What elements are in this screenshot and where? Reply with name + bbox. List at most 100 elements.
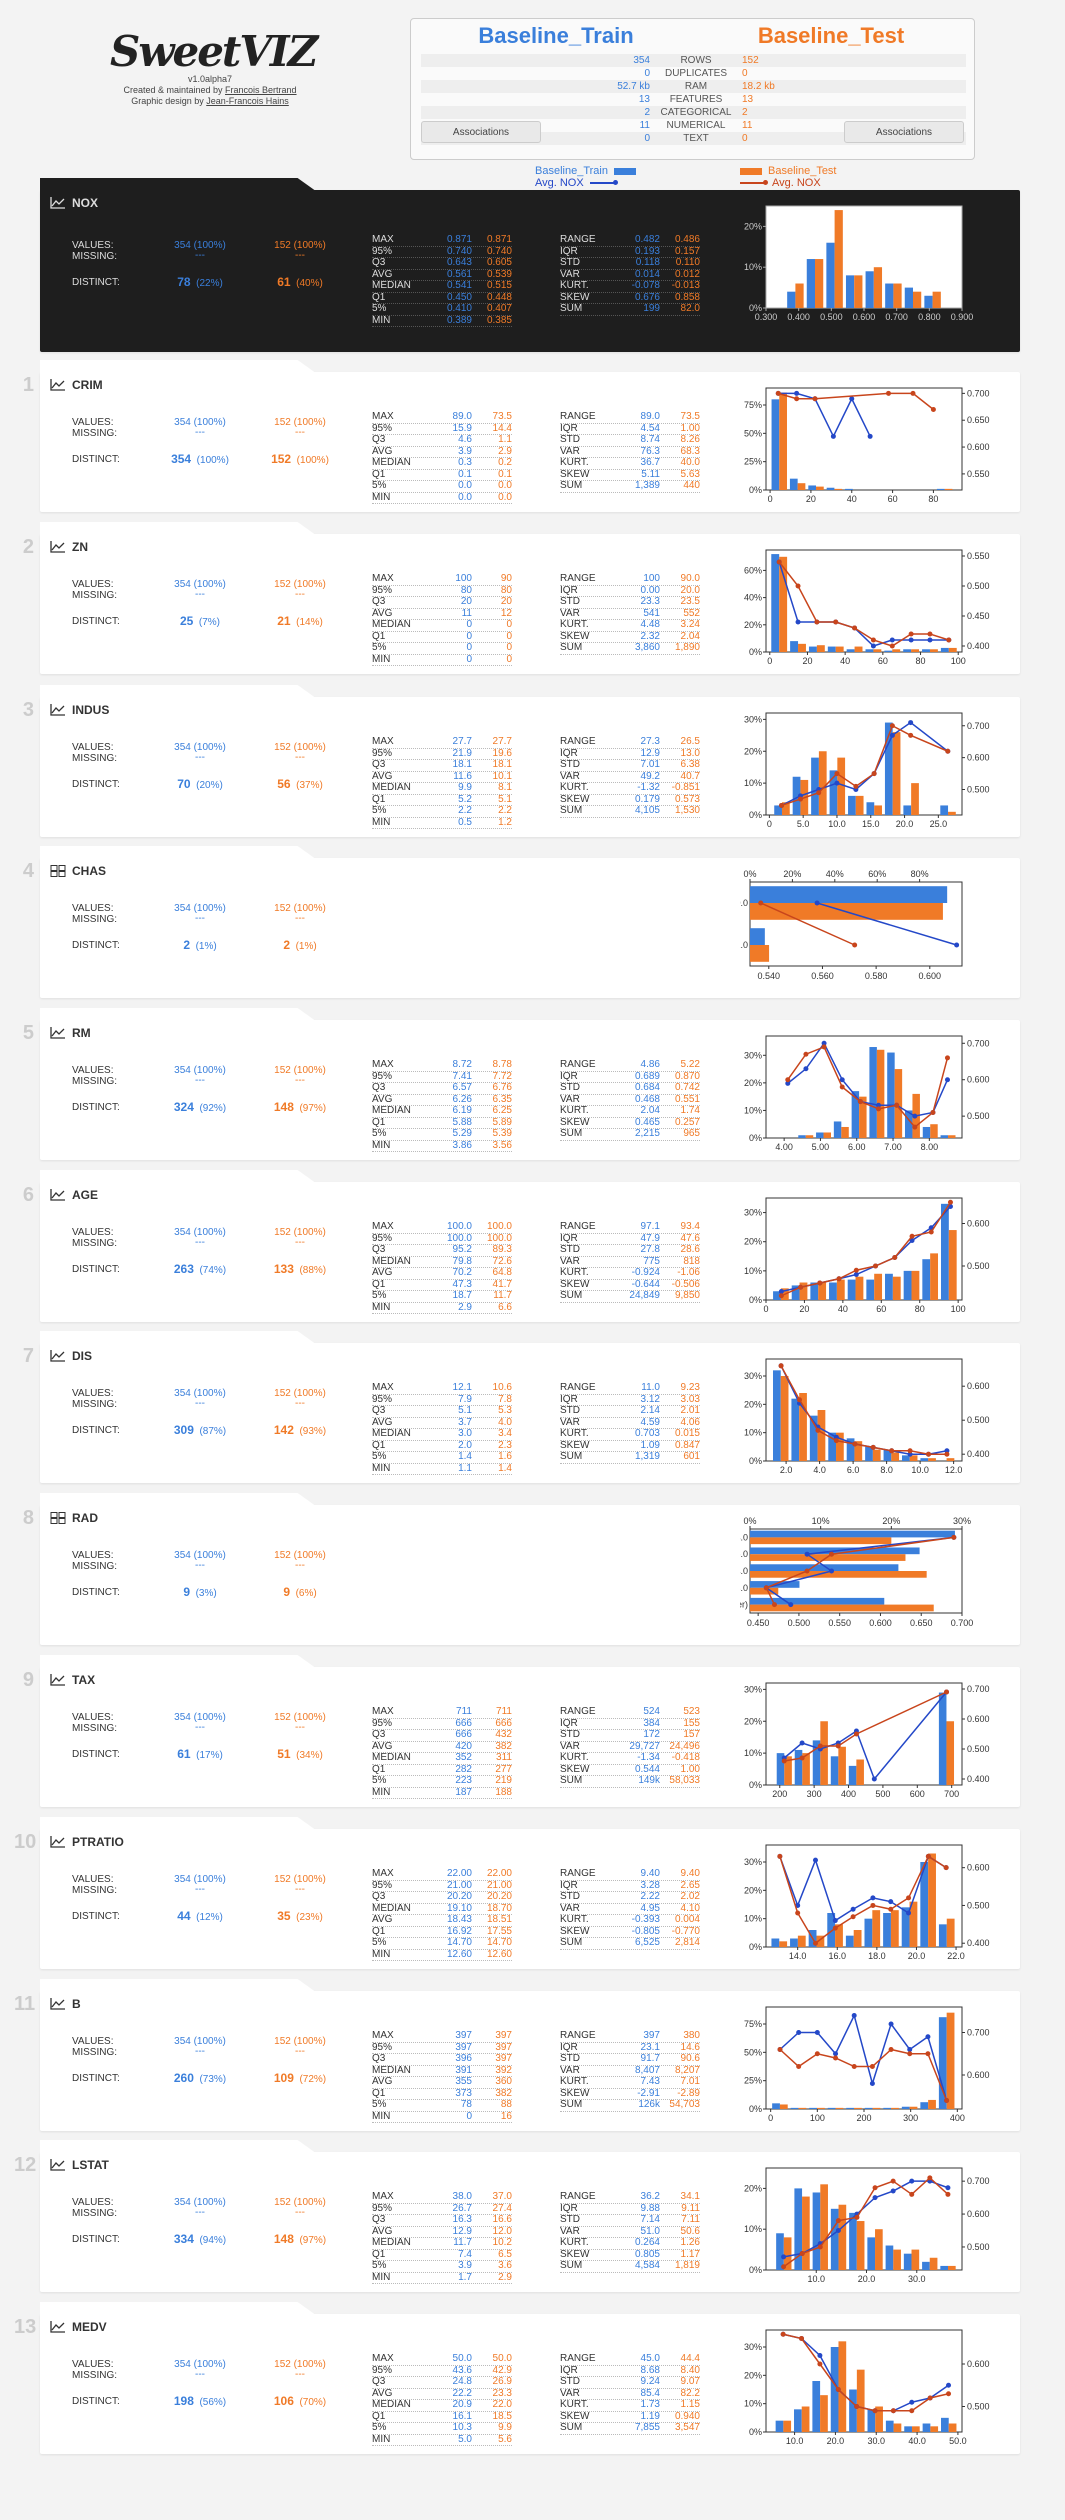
stat-row: SKEW 0.465 0.257	[560, 1116, 700, 1129]
train-missing: ---	[195, 2046, 205, 2057]
associations-test-button[interactable]: Associations	[844, 121, 964, 143]
feature-card-dis[interactable]: 7 DIS VALUES: 354 (100%) 152 (100%) MISSING: -…	[23, 1331, 1020, 1483]
avg-point	[886, 390, 891, 396]
avg-point	[889, 643, 895, 649]
moment-stats: RANGE 11.0 9.23 IQR 3.12 3.03 STD 2.14 2.01 VAR 4.…	[560, 1382, 700, 1464]
numerical-icon	[50, 704, 66, 716]
summary-row: 13 FEATURES 13	[421, 93, 966, 106]
distinct-label: DISTINCT:	[72, 616, 120, 627]
test-missing: ---	[295, 2369, 305, 2380]
values-label: VALUES:	[72, 2359, 114, 2370]
avg-point	[889, 723, 895, 729]
associations-train-button[interactable]: Associations	[421, 121, 541, 143]
avg-point	[795, 583, 801, 589]
stat-row: MIN 5.0 5.6	[372, 2433, 512, 2446]
stat-row: KURT. 0.264 1.26	[560, 2237, 700, 2250]
y2-tick-label: 0.600	[967, 2209, 990, 2219]
author-link[interactable]: Francois Bertrand	[225, 85, 297, 95]
feature-card-crim[interactable]: 1 CRIM VALUES: 354 (100%) 152 (100%) MISSING:…	[23, 360, 1020, 512]
quantile-stats: MAX 0.871 0.871 95% 0.740 0.740 Q3 0.643 0.605 AV…	[372, 234, 512, 327]
stat-row: VAR 29,727 24,496	[560, 1740, 700, 1753]
avg-line	[784, 1691, 947, 1762]
stat-row: KURT. 2.04 1.74	[560, 1105, 700, 1118]
x-tick-label: 10%	[812, 1516, 830, 1526]
y-tick-label: 30%	[744, 714, 762, 724]
feature-card-b[interactable]: 11 B VALUES: 354 (100%) 152 (100%) MISSING: --…	[14, 1979, 1020, 2131]
feature-card-zn[interactable]: 2 ZN VALUES: 354 (100%) 152 (100%) MISSING: --…	[23, 522, 1020, 674]
y2-tick-label: 0.400	[967, 1774, 990, 1784]
bar-test	[930, 2426, 939, 2432]
avg-point	[849, 396, 855, 402]
bar-test	[779, 1941, 788, 1947]
bar-test	[929, 649, 938, 652]
avg-point	[804, 1568, 810, 1574]
avg-point	[876, 1102, 882, 1108]
bar-train	[849, 2389, 857, 2432]
stat-row: STD 27.8 28.6	[560, 1244, 700, 1257]
train-missing: ---	[195, 2369, 205, 2380]
stat-row: 95% 7.9 7.8	[372, 1393, 512, 1406]
stat-row: MAX 0.871 0.871	[372, 234, 512, 247]
feature-tab	[40, 1008, 320, 1024]
values-label: VALUES:	[72, 1874, 114, 1885]
feature-card-rm[interactable]: 5 RM VALUES: 354 (100%) 152 (100%) MISSING: --…	[23, 1008, 1020, 1160]
test-missing: ---	[295, 1884, 305, 1895]
avg-point	[946, 637, 952, 643]
feature-card-chas[interactable]: 4 CHAS VALUES: 354 (100%) 152 (100%) MISSING:…	[23, 846, 1020, 998]
feature-card-indus[interactable]: 3 INDUS VALUES: 354 (100%) 152 (100%) MISSING…	[23, 685, 1020, 837]
stat-row: 95% 80 80	[372, 584, 512, 597]
bar-test	[892, 1276, 901, 1300]
summary-train-value: 13	[638, 94, 650, 105]
feature-card-medv[interactable]: 13 MEDV VALUES: 354 (100%) 152 (100%) MISSING…	[14, 2302, 1020, 2454]
feature-index: 4	[22, 860, 34, 882]
bar-train	[903, 805, 912, 815]
bar-test	[835, 1924, 843, 1947]
stat-row: SKEW 2.32 2.04	[560, 630, 700, 643]
feature-card-age[interactable]: 6 AGE VALUES: 354 (100%) 152 (100%) MISSING: -…	[23, 1170, 1020, 1322]
bar-test	[890, 1910, 899, 1947]
x-tick-label: 40	[847, 494, 857, 504]
stat-row: KURT. -0.078 -0.013	[560, 280, 700, 293]
test-values: 152 (100%)	[274, 903, 326, 914]
avg-point	[909, 2178, 915, 2184]
stat-row: KURT. -1.34 -0.418	[560, 1752, 700, 1765]
summary-test-value: 0	[742, 68, 748, 79]
avg-point	[870, 1902, 876, 1908]
x2-tick-label: 0.700	[951, 1618, 974, 1628]
feature-card-rad[interactable]: 8 RAD VALUES: 354 (100%) 152 (100%) MISSING: -…	[23, 1493, 1020, 1645]
avg-point	[912, 1113, 918, 1119]
feature-card-lstat[interactable]: 12 LSTAT VALUES: 354 (100%) 152 (100%) MISSIN…	[14, 2140, 1020, 2292]
test-values: 152 (100%)	[274, 2036, 326, 2047]
moment-stats: RANGE 27.3 26.5 IQR 12.9 13.0 STD 7.01 6.38 VAR 49…	[560, 736, 700, 818]
bar-test	[946, 1721, 955, 1785]
avg-point	[817, 2244, 823, 2250]
feature-card-nox[interactable]: NOX VALUES: 354 (100%) 152 (100%) MISSING: --…	[40, 178, 1020, 352]
avg-point	[852, 625, 858, 631]
avg-point	[851, 2064, 857, 2069]
avg-point	[799, 1740, 805, 1746]
stat-row: VAR 0.014 0.012	[560, 268, 700, 281]
train-values: 354 (100%)	[174, 1065, 226, 1076]
feature-card-tax[interactable]: 9 TAX VALUES: 354 (100%) 152 (100%) MISSING: -…	[23, 1655, 1020, 1807]
avg-point	[817, 1280, 823, 1286]
avg-point	[796, 2064, 802, 2069]
bar-train	[865, 649, 874, 652]
stat-row: AVG 3.9 2.9	[372, 445, 512, 458]
train-missing: ---	[195, 913, 205, 924]
stat-row: SKEW -0.644 -0.506	[560, 1278, 700, 1291]
designer-link[interactable]: Jean-Francois Hains	[206, 96, 289, 106]
feature-card-ptratio[interactable]: 10 PTRATIO VALUES: 354 (100%) 152 (100%) MISS…	[14, 1817, 1020, 1969]
stat-row: MAX 8.72 8.78	[372, 1059, 512, 1072]
bar-test	[928, 2099, 936, 2109]
plot-area	[765, 387, 963, 491]
y2-tick-label: 0.500	[967, 1415, 990, 1425]
x-tick-label: 30.0	[908, 2274, 926, 2284]
x-tick-label: 2.0	[780, 1465, 793, 1475]
bar-test	[801, 2406, 810, 2432]
numerical-icon	[50, 1350, 66, 1362]
values-label: VALUES:	[72, 903, 114, 914]
stat-row: 95% 43.6 42.9	[372, 2364, 512, 2377]
bar-test	[820, 2184, 828, 2270]
train-distinct: 70 (20%)	[177, 777, 223, 791]
avg-point	[909, 2408, 915, 2414]
